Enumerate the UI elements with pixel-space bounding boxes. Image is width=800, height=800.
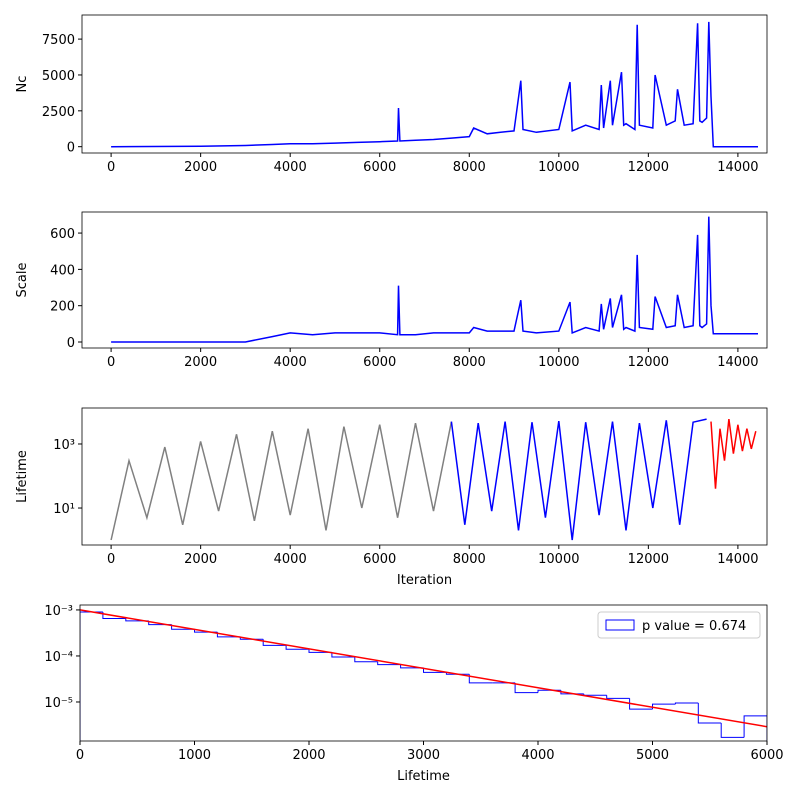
plot-area	[80, 609, 767, 741]
y-tick-label: 2500	[42, 105, 75, 120]
y-tick-label: 0	[67, 336, 75, 351]
x-tick-label: 6000	[750, 748, 783, 763]
y-tick-label: 200	[50, 300, 75, 315]
line	[710, 419, 757, 489]
x-tick-label: 8000	[453, 160, 486, 175]
x-axis-label: Lifetime	[397, 769, 450, 784]
x-tick-label: 6000	[363, 355, 396, 370]
legend-box	[597, 611, 761, 639]
y-axis-label: Lifetime	[15, 450, 30, 503]
fit-line	[80, 609, 767, 728]
x-tick-label: 1000	[178, 748, 211, 763]
y-tick-label: 10⁻⁵	[44, 696, 73, 711]
x-tick-label: 8000	[453, 552, 486, 567]
x-tick-label: 0	[107, 160, 115, 175]
plot-area	[111, 216, 758, 343]
x-tick-label: 14000	[717, 355, 758, 370]
histogram-step	[468, 674, 493, 684]
histogram-step	[674, 702, 699, 705]
axes-frame	[81, 211, 768, 349]
histogram-step	[80, 611, 103, 741]
y-tick-label: 10³	[53, 438, 75, 453]
y-tick-label: 600	[50, 227, 75, 242]
y-tick-label: 7500	[42, 33, 75, 48]
histogram-step	[697, 703, 722, 724]
histogram-step	[514, 682, 538, 694]
axes-frame	[81, 407, 768, 546]
x-tick-label: 10000	[538, 160, 579, 175]
legend-swatch	[605, 619, 635, 631]
x-tick-label: 0	[76, 748, 84, 763]
x-tick-label: 0	[107, 355, 115, 370]
x-tick-label: 6000	[363, 160, 396, 175]
x-tick-label: 14000	[717, 160, 758, 175]
plot-area	[110, 418, 757, 541]
histogram-step	[423, 667, 447, 673]
histogram-step	[308, 649, 332, 653]
x-tick-label: 5000	[636, 748, 669, 763]
x-tick-label: 4000	[274, 355, 307, 370]
x-tick-label: 14000	[717, 552, 758, 567]
histogram-step	[720, 722, 745, 738]
y-axis-label: Scale	[15, 263, 30, 298]
x-tick-label: 4000	[274, 552, 307, 567]
line	[111, 21, 758, 148]
histogram-step	[377, 661, 401, 666]
histogram-step	[606, 695, 630, 699]
y-tick-label: 400	[50, 263, 75, 278]
histogram-step	[331, 652, 355, 658]
x-tick-label: 2000	[184, 552, 217, 567]
x-tick-label: 4000	[521, 748, 554, 763]
x-axis-label: Iteration	[397, 573, 452, 588]
histogram-step	[743, 715, 767, 741]
y-tick-label: 10⁻⁴	[44, 650, 73, 665]
legend-label: p value = 0.674	[642, 619, 746, 634]
x-tick-label: 6000	[363, 552, 396, 567]
histogram-step	[354, 656, 378, 663]
plot-area	[111, 21, 758, 148]
line	[110, 421, 453, 541]
histogram-step	[285, 645, 309, 650]
x-tick-label: 12000	[628, 355, 669, 370]
x-tick-label: 2000	[184, 355, 217, 370]
x-tick-label: 2000	[184, 160, 217, 175]
histogram-step	[583, 693, 607, 696]
y-tick-label: 5000	[42, 69, 75, 84]
y-tick-label: 10¹	[53, 502, 75, 517]
y-tick-label: 0	[67, 141, 75, 156]
histogram-step	[400, 664, 424, 669]
x-tick-label: 2000	[292, 748, 325, 763]
x-tick-label: 10000	[538, 552, 579, 567]
histogram-step	[629, 698, 653, 710]
x-tick-label: 4000	[274, 160, 307, 175]
y-axis-label: Nc	[15, 76, 30, 93]
line	[450, 418, 707, 541]
x-tick-label: 8000	[453, 355, 486, 370]
x-tick-label: 12000	[628, 160, 669, 175]
axes-frame	[79, 604, 768, 742]
line	[111, 216, 758, 343]
x-tick-label: 0	[107, 552, 115, 567]
y-tick-label: 10⁻³	[44, 604, 73, 619]
x-tick-label: 10000	[538, 355, 579, 370]
axes-frame	[81, 14, 768, 154]
x-tick-label: 12000	[628, 552, 669, 567]
x-tick-label: 3000	[407, 748, 440, 763]
